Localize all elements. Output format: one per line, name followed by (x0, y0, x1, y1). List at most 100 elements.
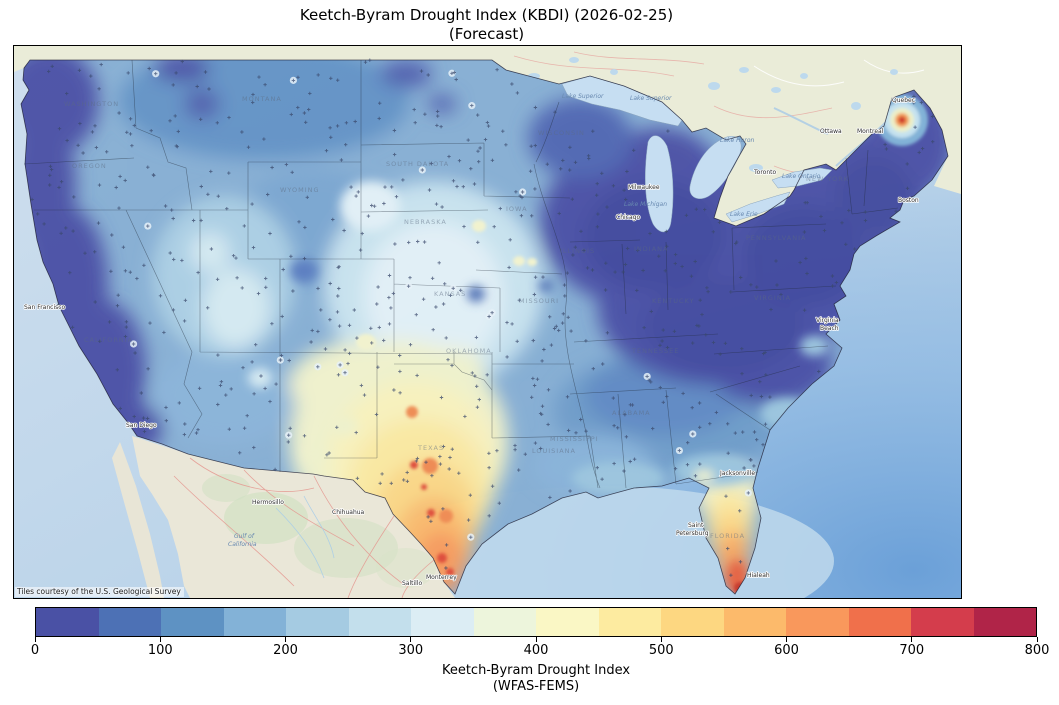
colorbar-segment-14 (911, 608, 974, 636)
state-label: KANSAS (434, 290, 466, 298)
lake-label: Lake Erie (730, 211, 758, 218)
city-label: Chicago (616, 214, 640, 221)
city-label: Boston (898, 197, 919, 204)
figure-title: Keetch-Byram Drought Index (KBDI) (2026-… (13, 6, 960, 44)
us-outline (20, 59, 949, 595)
city-label: Quebec (892, 97, 915, 104)
state-label: TENNESSEE (631, 347, 679, 355)
colorbar-tick-label: 800 (1024, 643, 1050, 658)
colorbar-segment-13 (848, 608, 911, 636)
map-canvas: WASHINGTON OREGON MONTANA WYOMING CALIFORNIA… (13, 45, 962, 599)
colorbar-tick-label: 200 (273, 643, 298, 658)
colorbar-label-line-1: Keetch-Byram Drought Index (441, 663, 631, 678)
colorbar-tick-label: 600 (774, 643, 799, 658)
city-label: Ottawa (820, 128, 842, 135)
state-label: MISSOURI (519, 297, 559, 305)
city-label: San Diego (126, 422, 157, 429)
state-label: SOUTH DAKOTA (386, 160, 449, 168)
colorbar (35, 607, 1037, 637)
colorbar-segment-12 (786, 608, 849, 636)
city-label: Milwaukee (628, 184, 660, 191)
state-label: NEBRASKA (404, 218, 447, 226)
lake-ontario (771, 167, 833, 189)
lake-label: Gulf of (234, 533, 255, 540)
state-label: MONTANA (242, 95, 282, 103)
city-label: Monterrey (426, 574, 457, 581)
state-labels: WASHINGTON OREGON MONTANA WYOMING CALIFORNIA… (64, 95, 848, 540)
colorbar-segment-5 (348, 608, 411, 636)
colorbar-segment-8 (536, 608, 599, 636)
mexico-details (173, 457, 436, 598)
state-label: VIRGINIA (754, 294, 791, 302)
lake-label: California (228, 541, 257, 548)
colorbar-axis-label: Keetch-Byram Drought Index (WFAS-FEMS) (35, 663, 1037, 695)
state-label: TEXAS (417, 444, 444, 452)
colorbar-tick (660, 637, 662, 642)
colorbar-segment-10 (661, 608, 724, 636)
lake-label: Lake Huron (720, 137, 755, 144)
city-label: Jacksonville (719, 470, 755, 477)
colorbar-tick-labels: 0 100 200 300 400 500 600 700 800 (31, 643, 1050, 659)
city-label: Hialeah (747, 572, 770, 579)
kbdi-map: WASHINGTON OREGON MONTANA WYOMING CALIFORNIA… (14, 46, 961, 598)
colorbar-tick-label: 400 (523, 643, 549, 658)
state-label: INDIANA (634, 245, 668, 253)
colorbar-tick-label: 500 (648, 643, 674, 658)
lake-label: Lake Superior (562, 93, 604, 100)
colorbar-tick-label: 700 (899, 643, 925, 658)
colorbar-tick (786, 637, 787, 642)
state-label: LOUISIANA (532, 447, 576, 455)
colorbar-segment-9 (598, 608, 661, 636)
colorbar-tick (1036, 637, 1038, 642)
city-label: Saltillo (402, 580, 423, 587)
lake-label: Lake Superior (630, 95, 672, 102)
lake-label: Lake Michigan (624, 201, 667, 208)
state-label: WYOMING (280, 186, 320, 194)
state-label: ILLINOIS (560, 247, 595, 255)
lake-michigan (645, 135, 674, 233)
state-label: FLORIDA (710, 532, 745, 540)
lake-label: Lake Ontario (782, 173, 821, 180)
state-label: OKLAHOMA (446, 347, 492, 355)
great-lakes (561, 75, 833, 233)
state-label: OREGON (72, 162, 107, 170)
colorbar-tick (159, 637, 161, 642)
baja-california (112, 442, 164, 598)
colorbar-segment-1 (98, 608, 161, 636)
city-label: Saint (688, 522, 704, 529)
state-label: ALABAMA (612, 409, 651, 417)
city-label: Montreal (857, 128, 884, 135)
colorbar-tick (285, 637, 286, 642)
colorbar-tick (911, 637, 913, 642)
state-label: MISSISSIPPI (550, 435, 599, 443)
colorbar-segment-3 (223, 608, 286, 636)
state-label: CALIFORNIA (84, 336, 133, 344)
city-label: Beach (820, 325, 839, 332)
canada-land (14, 46, 961, 226)
colorbar-segment-7 (473, 608, 536, 636)
colorbar-tick (535, 637, 537, 642)
colorbar-tick-label: 300 (398, 643, 424, 658)
colorbar-segment-4 (286, 608, 349, 636)
city-label: Petersburg (676, 530, 709, 537)
state-label: PENNSYLVANIA (746, 234, 806, 242)
state-label: KENTUCKY (652, 297, 695, 305)
colorbar-segment-11 (723, 608, 786, 636)
colorbar-tick-label: 0 (30, 643, 40, 658)
colorbar-segment-2 (161, 608, 224, 636)
state-label: WISCONSIN (538, 129, 585, 137)
city-label: Hermosillo (252, 499, 284, 506)
colorbar-tick (410, 637, 412, 642)
city-label: San Francisco (24, 304, 66, 311)
city-label: Virginia (816, 317, 839, 324)
city-label: Toronto (753, 169, 776, 176)
state-label: WASHINGTON (64, 100, 119, 108)
station-markers (30, 58, 935, 577)
colorbar-segment-15 (973, 608, 1036, 636)
city-labels: San Francisco San Diego Hermosillo Chihuahu… (23, 96, 920, 588)
colorbar-segment-6 (411, 608, 474, 636)
city-label: Chihuahua (332, 509, 365, 516)
colorbar-segment-0 (36, 608, 99, 636)
state-label: IOWA (506, 205, 528, 213)
